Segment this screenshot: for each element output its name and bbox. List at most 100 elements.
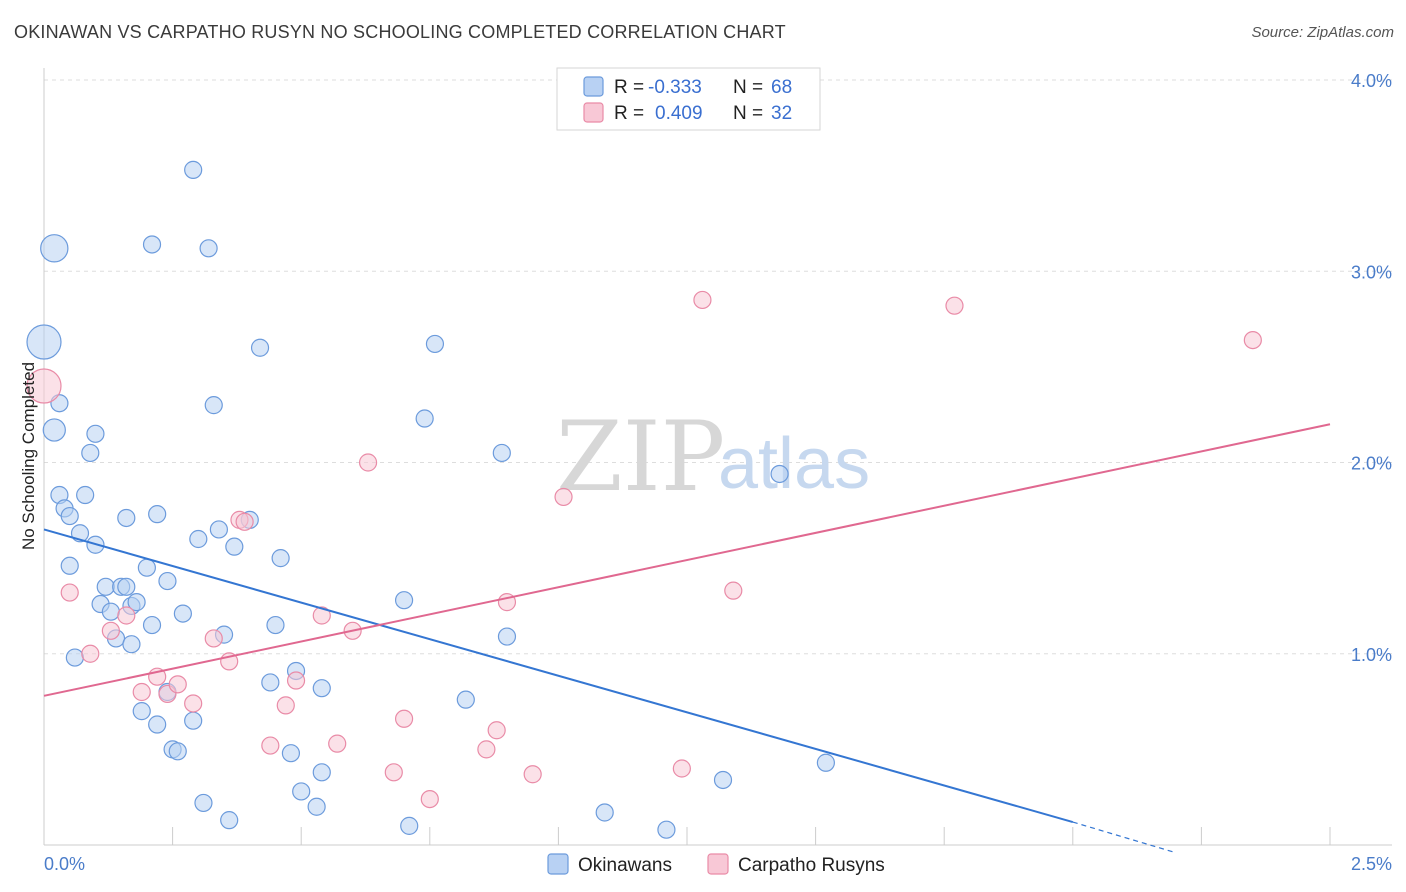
okinawan-point-12	[86, 424, 105, 443]
okinawan-point-59	[425, 334, 445, 354]
trend-lines	[43, 423, 1331, 854]
okinawan-point-15	[96, 577, 115, 596]
watermark: ZIP atlas	[556, 401, 870, 513]
okinawan-point-47	[261, 673, 280, 692]
okinawan-point-0	[26, 324, 62, 360]
rusyn-point-29	[672, 759, 691, 778]
rusyn-point-18	[328, 734, 347, 753]
okinawan-point-56	[394, 591, 414, 610]
rusyn-point-32	[945, 296, 964, 315]
y-axis-label: No Schooling Completed	[19, 362, 38, 550]
rusyn-point-4	[117, 606, 136, 625]
okinawan-point-63	[595, 803, 614, 822]
bottom-legend-rusyn[interactable]: Carpatho Rusyns	[738, 855, 885, 876]
y-tick-label-2: 3.0%	[1351, 262, 1392, 282]
okinawan-point-22	[122, 635, 141, 654]
okinawan-point-48	[266, 615, 285, 635]
rusyn-point-33	[1243, 331, 1262, 350]
rusyn-point-17	[312, 606, 331, 625]
x-tick-label-0: 0.0%	[44, 854, 85, 874]
rusyn-point-2	[81, 644, 100, 663]
okinawan-point-27	[142, 235, 162, 254]
rusyn-point-10	[204, 629, 223, 648]
okinawan-point-29	[148, 505, 167, 524]
bottom-legend-swatch-rusyn[interactable]	[707, 853, 729, 875]
okinawan-point-40	[204, 396, 223, 415]
okinawan-point-20	[117, 508, 136, 528]
rusyn-points	[26, 290, 1262, 809]
okinawan-point-1	[40, 234, 69, 263]
rusyn-point-25	[487, 721, 506, 740]
okinawan-point-49	[271, 549, 290, 568]
okinawan-point-41	[209, 520, 228, 539]
watermark-atlas: atlas	[718, 424, 870, 504]
y-tick-label-0: 1.0%	[1351, 645, 1392, 665]
series-legend: Okinawans Carpatho Rusyns	[547, 853, 885, 876]
rusyn-point-1	[60, 583, 79, 602]
okinawan-point-39	[199, 239, 218, 258]
rusyn-point-23	[420, 789, 439, 809]
rusyn-point-13	[235, 512, 254, 531]
x-tick-labels: 0.0% 2.5%	[44, 854, 1392, 874]
rusyn-point-20	[358, 453, 378, 472]
rusyn-point-27	[523, 765, 542, 784]
okinawan-point-50	[281, 744, 301, 763]
okinawan-point-61	[492, 443, 511, 463]
legend-r-value-1: -0.333	[648, 77, 702, 98]
grid-lines	[44, 79, 1392, 655]
legend-n-label-2: N =	[733, 103, 763, 124]
okinawan-point-34	[173, 604, 192, 623]
axes	[43, 68, 1392, 846]
okinawan-point-16	[101, 602, 120, 621]
okinawan-point-26	[142, 615, 162, 635]
okinawan-point-7	[60, 556, 79, 575]
rusyn-point-5	[132, 682, 151, 702]
watermark-zip: ZIP	[556, 401, 725, 513]
rusyn-point-28	[554, 487, 573, 507]
y-tick-label-3: 4.0%	[1351, 71, 1392, 91]
rusyn-point-22	[394, 709, 414, 728]
okinawan-point-6	[60, 506, 79, 526]
rusyn-point-24	[477, 740, 496, 759]
okinawan-point-28	[148, 715, 167, 734]
okinawan-point-37	[189, 529, 208, 549]
bottom-legend-swatch-okinawan[interactable]	[547, 853, 569, 875]
okinawan-points	[26, 160, 835, 839]
okinawan-point-53	[307, 797, 326, 816]
bottom-legend-okinawan[interactable]: Okinawans	[578, 855, 672, 876]
okinawan-point-44	[225, 537, 244, 556]
rusyn-point-30	[693, 290, 712, 310]
okinawan-point-35	[184, 160, 203, 179]
legend-n-value-1: 68	[771, 77, 792, 98]
okinawan-point-46	[250, 338, 270, 357]
x-tick-label-1: 2.5%	[1351, 854, 1392, 874]
legend-r-label-1: R =	[614, 77, 644, 98]
okinawan-point-64	[657, 820, 676, 839]
rusyn-point-21	[384, 763, 403, 782]
okinawan-point-19	[117, 577, 136, 596]
okinawan-trend-line	[43, 528, 1074, 824]
okinawan-point-55	[312, 679, 331, 698]
okinawan-point-58	[415, 409, 434, 428]
y-tick-label-1: 2.0%	[1351, 454, 1392, 474]
okinawan-point-52	[292, 782, 311, 801]
okinawan-point-67	[816, 753, 835, 772]
legend-n-value-2: 32	[771, 103, 792, 124]
okinawan-point-11	[81, 443, 100, 463]
okinawan-point-60	[456, 690, 475, 709]
okinawan-point-62	[497, 627, 517, 646]
okinawan-point-65	[713, 770, 733, 790]
legend-r-label-2: R =	[614, 103, 644, 124]
rusyn-point-3	[101, 621, 120, 640]
rusyn-point-16	[286, 671, 306, 690]
okinawan-point-66	[770, 464, 789, 484]
chart-title: OKINAWAN VS CARPATHO RUSYN NO SCHOOLING …	[14, 22, 786, 42]
rusyn-point-9	[184, 694, 203, 713]
legend-n-label-1: N =	[733, 77, 763, 98]
okinawan-point-23	[127, 593, 146, 612]
rusyn-point-14	[261, 736, 280, 755]
correlation-legend: R = -0.333 N = 68 R = 0.409 N = 32	[556, 67, 821, 131]
okinawan-point-25	[137, 558, 156, 577]
legend-swatch-okinawan	[583, 76, 604, 97]
